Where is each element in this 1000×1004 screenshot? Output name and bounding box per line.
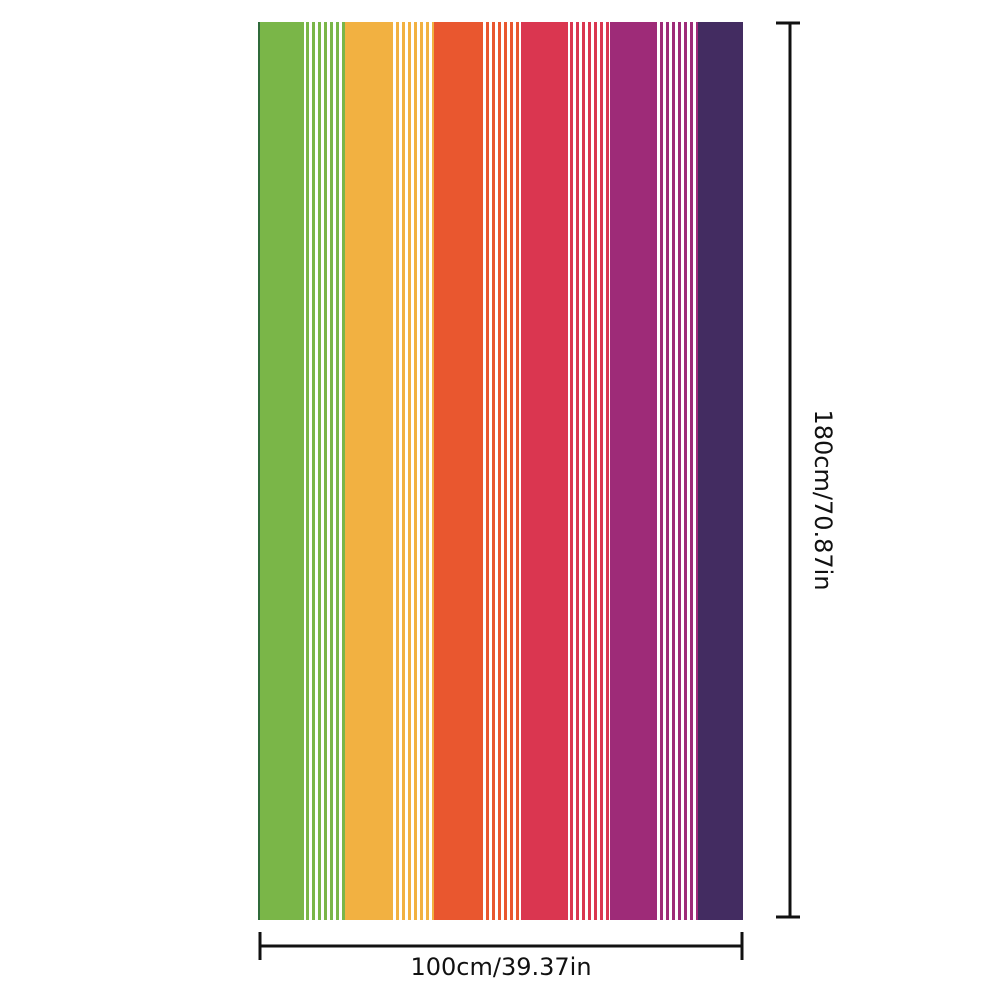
width-dimension: [258, 932, 744, 960]
edge: [258, 22, 260, 920]
stripe: [258, 22, 304, 920]
stripe: [434, 22, 480, 920]
width-label: 100cm/39.37in: [410, 953, 591, 981]
pinstripe: [480, 22, 521, 920]
height-label: 180cm/70.87in: [809, 409, 837, 590]
pinstripe: [391, 22, 434, 920]
height-dimension: [776, 21, 800, 919]
stripe: [345, 22, 391, 920]
pinstripe: [304, 22, 345, 920]
stripe: [610, 22, 656, 920]
pinstripe: [568, 22, 610, 920]
stripe: [521, 22, 568, 920]
pinstripe: [656, 22, 698, 920]
stripe: [698, 22, 743, 920]
towel: [258, 22, 743, 920]
